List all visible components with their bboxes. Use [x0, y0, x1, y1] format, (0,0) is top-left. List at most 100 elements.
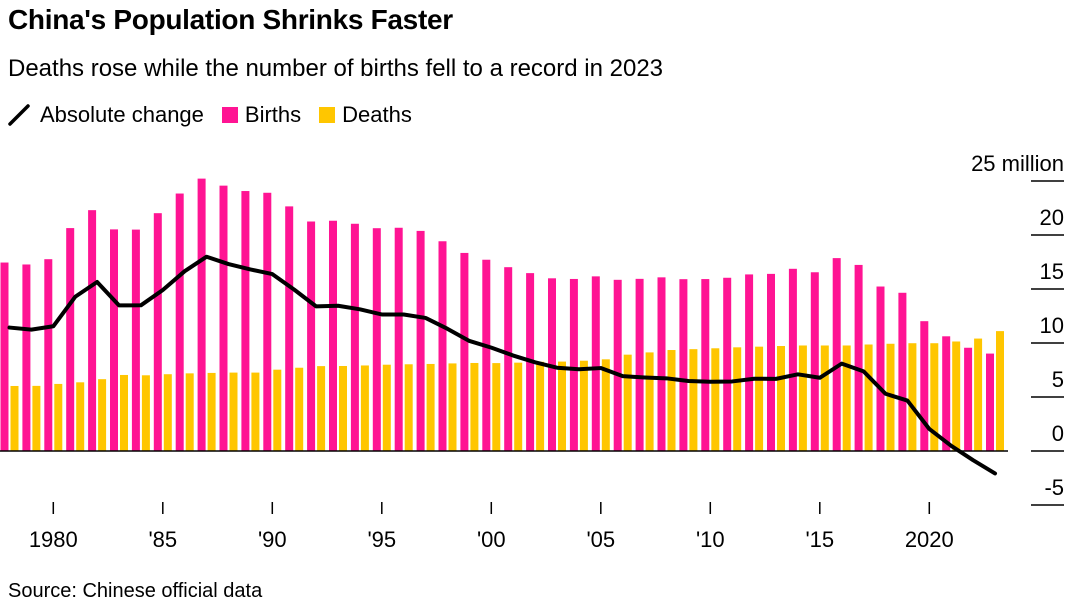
x-tick-label-2010: '10 — [696, 527, 725, 552]
deaths-bar-1996 — [404, 364, 413, 451]
y-tick-label-5: 5 — [1052, 367, 1064, 392]
deaths-bar-1980 — [54, 383, 63, 451]
births-bar-1978 — [0, 262, 9, 451]
deaths-bar-2004 — [579, 360, 588, 451]
legend-swatch-births-icon — [221, 107, 238, 123]
births-bar-1999 — [460, 252, 469, 451]
births-bar-1989 — [241, 191, 250, 452]
deaths-bar-2019 — [908, 343, 917, 451]
deaths-bar-1987 — [207, 372, 216, 451]
births-bar-1990 — [263, 192, 272, 451]
absolute-change-line — [7, 254, 997, 476]
births-bar-1987 — [197, 178, 206, 451]
births-bar-1979 — [22, 264, 31, 451]
legend-item-absolute-change: Absolute change — [8, 102, 204, 128]
births-bar-1993 — [329, 220, 337, 451]
births-bar-2022 — [964, 347, 973, 451]
births-bar-2009 — [679, 279, 688, 451]
births-bar-1991 — [285, 206, 294, 451]
deaths-bar-2012 — [755, 346, 764, 451]
deaths-bar-2005 — [601, 359, 610, 451]
births-bar-2017 — [854, 264, 863, 451]
deaths-bar-1995 — [382, 364, 391, 451]
births-bar-1996 — [394, 227, 403, 451]
x-axis: 1980 '85 '90 '95 '00 '05 '10 '15 2020 — [29, 502, 954, 552]
source-note: Source: Chinese official data — [8, 580, 263, 602]
births-bar-2006 — [613, 279, 622, 451]
y-tick-label--5: -5 — [1044, 475, 1064, 500]
deaths-bar-2006 — [623, 354, 632, 451]
births-bar-2005 — [591, 276, 600, 451]
deaths-bar-1986 — [185, 373, 194, 451]
deaths-bar-2000 — [492, 363, 501, 451]
births-bar-1982 — [88, 210, 97, 451]
legend-item-deaths: Deaths — [319, 102, 412, 128]
legend-label-absolute-change: Absolute change — [40, 102, 204, 127]
y-tick-label-15: 15 — [1040, 259, 1064, 284]
births-bar-2001 — [504, 267, 513, 451]
births-bar-2011 — [723, 277, 732, 451]
x-tick-label-2020: 2020 — [905, 527, 954, 552]
deaths-bar-1981 — [76, 382, 85, 451]
deaths-bar-2021 — [952, 341, 961, 451]
births-bar-2013 — [767, 273, 775, 451]
births-bar-1984 — [131, 229, 140, 451]
deaths-bar-1983 — [120, 374, 128, 451]
deaths-bar-1985 — [163, 374, 172, 451]
births-bar-2008 — [657, 277, 666, 451]
deaths-bar-1991 — [295, 367, 304, 451]
deaths-bar-2008 — [667, 350, 676, 451]
deaths-bar-1994 — [360, 365, 369, 451]
legend: Absolute change Births Deaths — [8, 101, 430, 129]
births-bar-2019 — [898, 292, 907, 451]
y-tick-label-25: 25 million — [971, 151, 1064, 176]
births-bar-1980 — [44, 259, 53, 451]
deaths-bar-2015 — [820, 345, 829, 451]
deaths-bar-2011 — [733, 347, 742, 451]
deaths-bar-2016 — [842, 345, 851, 451]
births-bar-2010 — [701, 279, 710, 451]
births-bar-1986 — [175, 193, 184, 451]
x-tick-label-1985: '85 — [148, 527, 177, 552]
births-bar-2023 — [986, 353, 994, 451]
births-bar-2020 — [920, 321, 929, 451]
births-bar-1983 — [110, 229, 118, 451]
deaths-bar-2003 — [558, 361, 566, 451]
x-tick-label-2015: '15 — [805, 527, 834, 552]
deaths-bar-1978 — [10, 385, 19, 451]
deaths-bar-1997 — [426, 363, 435, 451]
chart-subtitle: Deaths rose while the number of births f… — [8, 55, 664, 82]
y-axis: -5 0 5 10 15 20 25 million — [971, 151, 1064, 506]
legend-label-births: Births — [244, 102, 302, 127]
y-tick-label-10: 10 — [1040, 313, 1064, 338]
deaths-bar-2020 — [930, 343, 939, 451]
births-bar-2012 — [745, 274, 754, 451]
deaths-bar-2014 — [798, 345, 807, 451]
deaths-bar-1984 — [141, 375, 150, 451]
y-tick-label-0: 0 — [1052, 421, 1064, 446]
births-bar-1992 — [307, 221, 316, 451]
births-bar-2000 — [482, 259, 491, 451]
bars-layer — [0, 178, 1004, 452]
births-bar-1998 — [438, 241, 447, 451]
births-bar-2015 — [810, 272, 819, 451]
x-tick-label-1980: 1980 — [29, 527, 78, 552]
deaths-bar-2007 — [645, 352, 654, 451]
deaths-bar-1982 — [98, 379, 107, 451]
deaths-bar-2023 — [996, 331, 1004, 451]
births-bar-2007 — [635, 278, 644, 451]
births-bar-1981 — [66, 228, 75, 451]
births-bar-2016 — [832, 258, 841, 451]
births-bar-2004 — [569, 278, 578, 451]
births-bar-2018 — [876, 286, 885, 451]
deaths-bar-1988 — [229, 372, 238, 451]
deaths-bar-1999 — [470, 362, 479, 451]
legend-label-deaths: Deaths — [342, 102, 412, 127]
deaths-bar-2022 — [974, 338, 983, 451]
legend-swatch-deaths-icon — [319, 107, 336, 123]
deaths-bar-1992 — [317, 366, 326, 451]
deaths-bar-1989 — [251, 372, 260, 451]
births-bar-1988 — [219, 185, 228, 451]
births-bar-2021 — [942, 336, 951, 451]
